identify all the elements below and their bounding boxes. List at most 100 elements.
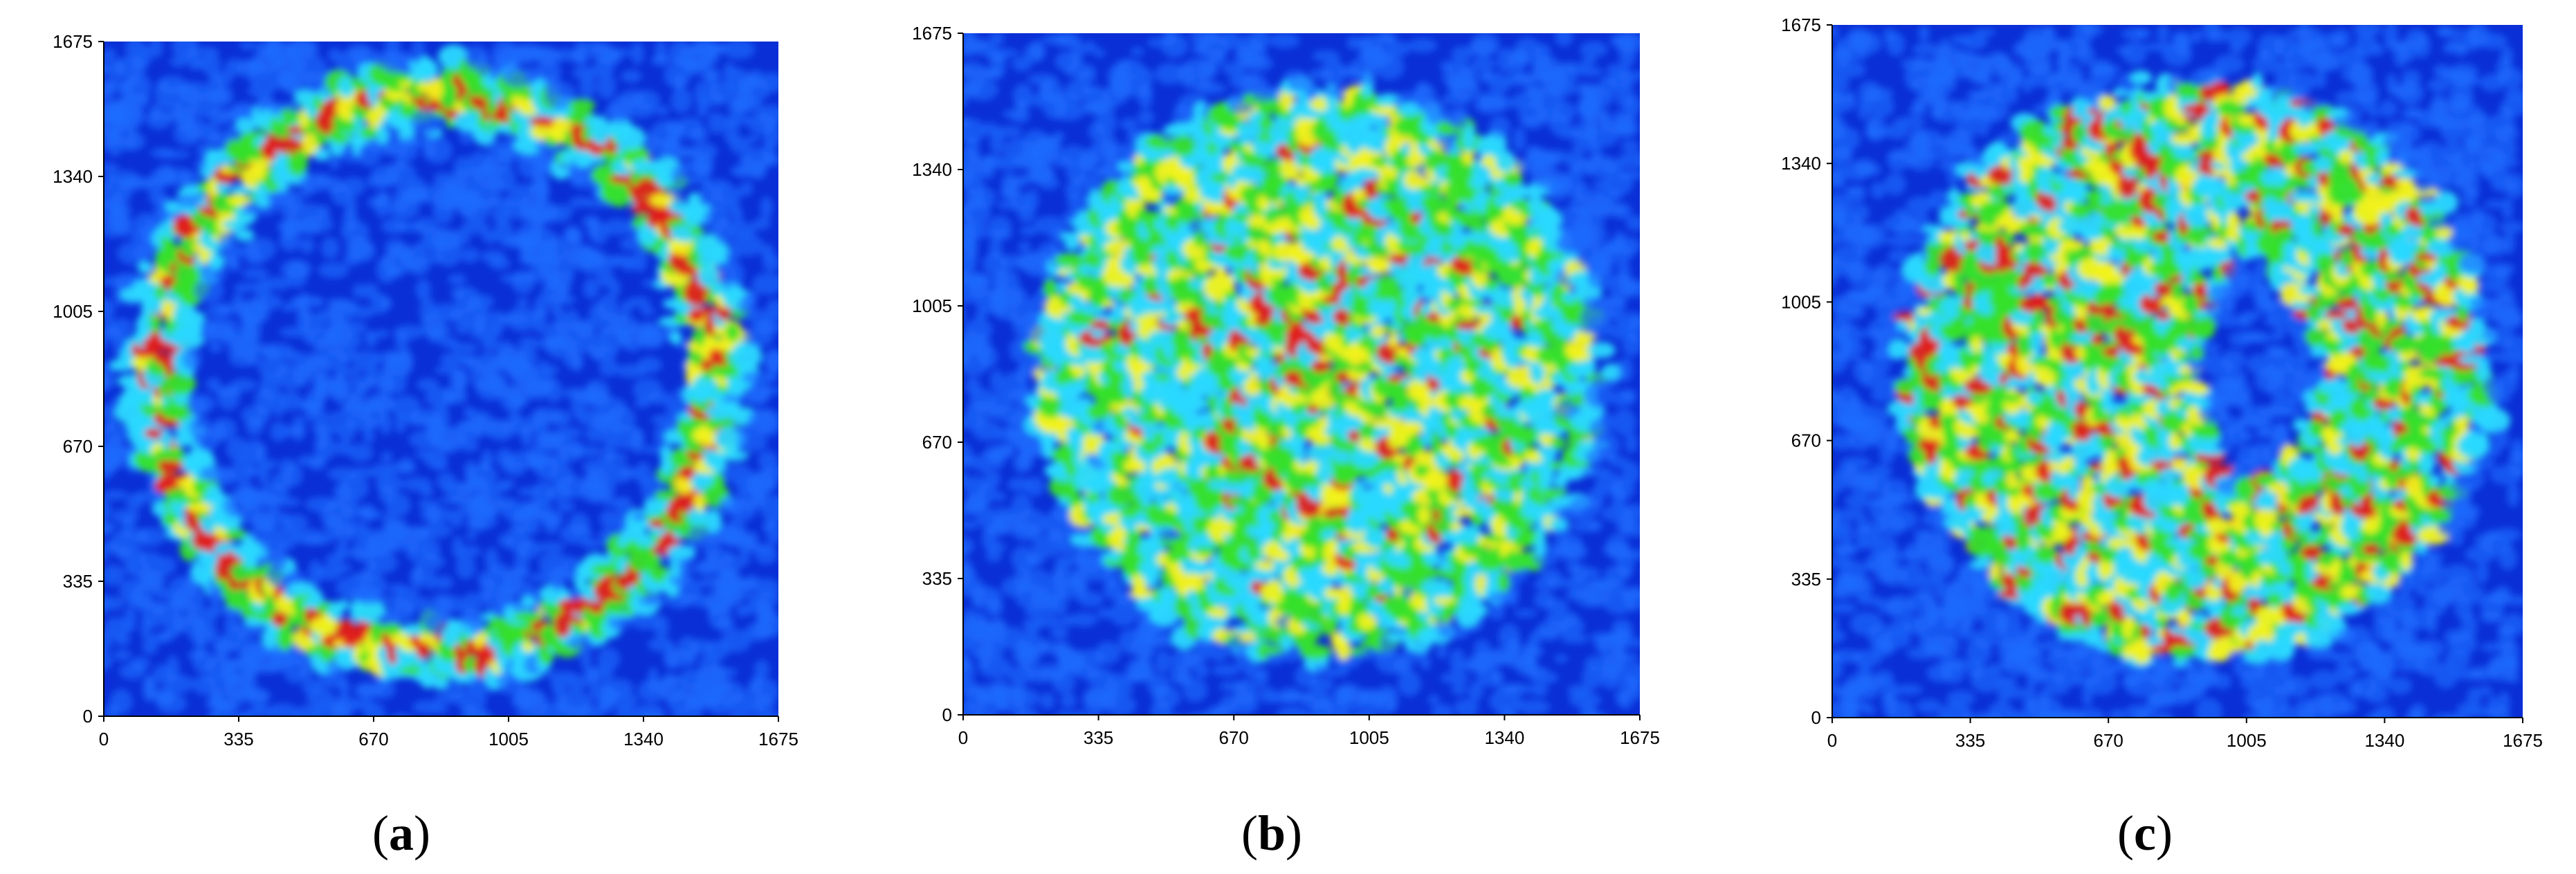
speckle-cell bbox=[729, 713, 753, 716]
speckle-cell bbox=[1370, 325, 1387, 338]
speckle-cell bbox=[1534, 388, 1560, 405]
speckle-cell bbox=[151, 601, 167, 616]
speckle-cell bbox=[758, 450, 778, 471]
speckle-cell bbox=[461, 219, 490, 235]
speckle-cell bbox=[282, 464, 303, 487]
speckle-cell bbox=[1088, 670, 1102, 678]
speckle-cell bbox=[270, 421, 288, 442]
speckle-cell bbox=[760, 196, 773, 219]
speckle-cell bbox=[1866, 117, 1887, 142]
speckle-cell bbox=[762, 349, 778, 372]
speckle-cell bbox=[313, 147, 331, 161]
speckle-cell bbox=[1833, 164, 1847, 190]
speckle-cell bbox=[1358, 423, 1378, 439]
speckle-cell bbox=[1857, 95, 1870, 121]
speckle-cell bbox=[1162, 453, 1174, 462]
speckle-cell bbox=[655, 42, 667, 63]
speckle-cell bbox=[1095, 641, 1121, 665]
speckle-cell bbox=[712, 667, 738, 677]
speckle-cell bbox=[705, 509, 722, 534]
speckle-cell bbox=[1120, 118, 1138, 131]
speckle-cell bbox=[286, 42, 319, 60]
speckle-cell bbox=[746, 69, 765, 87]
speckle-cell bbox=[104, 298, 116, 320]
speckle-cell bbox=[710, 185, 743, 203]
speckle-cell bbox=[563, 340, 594, 354]
speckle-cell bbox=[989, 370, 1004, 392]
speckle-cell bbox=[729, 262, 745, 287]
speckle-cell bbox=[568, 98, 596, 112]
speckle-cell bbox=[1612, 408, 1636, 436]
speckle-cell bbox=[760, 495, 778, 522]
speckle-cell bbox=[1488, 95, 1516, 110]
speckle-cell bbox=[991, 542, 1007, 552]
speckle-cell bbox=[475, 712, 493, 716]
speckle-cell bbox=[1559, 617, 1585, 637]
speckle-cell bbox=[1625, 433, 1638, 453]
speckle-cell bbox=[276, 498, 302, 507]
speckle-cell bbox=[363, 282, 378, 300]
speckle-cell bbox=[1561, 634, 1590, 644]
speckle-cell bbox=[1888, 441, 1912, 454]
speckle-cell bbox=[609, 278, 621, 298]
speckle-cell bbox=[1613, 203, 1632, 219]
speckle-cell bbox=[494, 219, 513, 242]
speckle-cell bbox=[160, 429, 173, 449]
speckle-cell bbox=[124, 73, 152, 101]
speckle-cell bbox=[411, 565, 426, 581]
speckle-layer-b bbox=[963, 33, 1640, 715]
speckle-cell bbox=[1407, 38, 1438, 53]
speckle-cell bbox=[1113, 59, 1145, 80]
speckle-cell bbox=[347, 44, 372, 60]
speckle-cell bbox=[545, 379, 563, 403]
speckle-cell bbox=[163, 511, 178, 527]
speckle-cell bbox=[1070, 612, 1098, 627]
speckle-cell bbox=[498, 479, 515, 490]
speckle-cell bbox=[1431, 704, 1454, 715]
x-tick-label: 1675 bbox=[1620, 727, 1660, 748]
speckle-cell bbox=[1266, 258, 1288, 270]
speckle-cell bbox=[754, 659, 769, 679]
speckle-cell bbox=[1155, 650, 1171, 674]
speckle-cell bbox=[123, 606, 137, 633]
speckle-cell bbox=[563, 556, 581, 580]
speckle-cell bbox=[301, 535, 334, 545]
speckle-cell bbox=[1025, 476, 1045, 497]
speckle-cell bbox=[1106, 673, 1135, 685]
speckle-cell bbox=[431, 462, 448, 471]
speckle-cell bbox=[1888, 700, 1915, 718]
heatmap-marks-c bbox=[1832, 25, 2523, 718]
speckle-cell bbox=[1850, 203, 1870, 221]
speckle-cell bbox=[280, 260, 312, 279]
speckle-cell bbox=[1618, 278, 1640, 291]
speckle-cell bbox=[1534, 530, 1546, 558]
speckle-cell bbox=[113, 202, 131, 218]
speckle-cell bbox=[1030, 39, 1045, 60]
speckle-cell bbox=[672, 195, 684, 204]
speckle-cell bbox=[420, 486, 434, 498]
speckle-cell bbox=[963, 455, 980, 468]
speckle-cell bbox=[246, 356, 261, 366]
speckle-cell bbox=[138, 46, 152, 66]
speckle-cell bbox=[184, 606, 217, 628]
speckle-cell bbox=[1532, 647, 1544, 657]
speckle-cell bbox=[212, 418, 237, 440]
speckle-cell bbox=[232, 292, 244, 307]
speckle-cell bbox=[1599, 410, 1614, 435]
speckle-cell bbox=[720, 629, 751, 653]
speckle-cell bbox=[1009, 286, 1028, 312]
speckle-cell bbox=[583, 154, 608, 163]
speckle-cell bbox=[327, 320, 345, 329]
speckle-cell bbox=[526, 520, 540, 534]
speckle-cell bbox=[581, 539, 603, 549]
speckle-cell bbox=[1587, 578, 1620, 590]
speckle-cell bbox=[395, 587, 421, 613]
speckle-cell bbox=[462, 440, 479, 453]
speckle-cell bbox=[1531, 684, 1549, 697]
speckle-cell bbox=[335, 541, 349, 560]
speckle-cell bbox=[149, 103, 163, 122]
speckle-cell bbox=[398, 51, 413, 75]
speckle-cell bbox=[572, 65, 600, 80]
